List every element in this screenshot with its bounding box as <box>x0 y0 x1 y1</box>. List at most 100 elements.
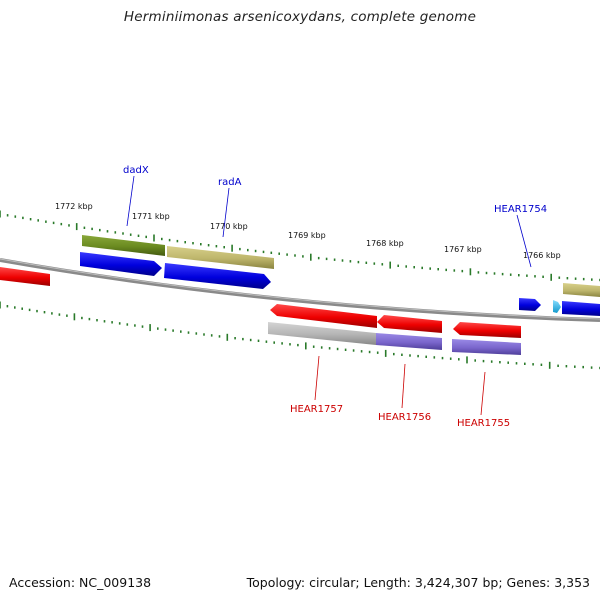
minor-tick <box>591 278 593 281</box>
minor-tick <box>349 260 352 263</box>
cds-dadX[interactable] <box>80 252 162 276</box>
minor-tick <box>45 220 47 223</box>
minor-tick <box>532 363 534 366</box>
minor-tick <box>401 353 403 356</box>
cds-HEAR1757[interactable] <box>270 304 377 328</box>
map-title: Herminiimonas arsenicoxydans, complete g… <box>123 9 477 25</box>
minor-tick <box>210 334 213 337</box>
minor-tick <box>145 235 147 239</box>
minor-tick <box>458 358 460 361</box>
minor-tick <box>325 257 328 261</box>
minor-tick <box>566 277 569 280</box>
gene-label-HEAR1755[interactable]: HEAR1755 <box>457 418 510 429</box>
minor-tick <box>381 263 384 266</box>
gene-radA-outer[interactable] <box>167 246 274 269</box>
cds-cyan-small[interactable] <box>553 300 561 313</box>
minor-tick <box>122 232 124 235</box>
minor-tick <box>184 241 186 244</box>
minor-tick <box>515 362 518 365</box>
minor-tick <box>22 216 24 220</box>
cds-radA[interactable] <box>164 263 271 289</box>
minor-tick <box>99 228 101 232</box>
minor-tick <box>297 343 299 347</box>
minor-tick <box>6 305 9 308</box>
cds-HEAR1755[interactable] <box>453 322 521 338</box>
gene-right-edge-outer[interactable] <box>563 283 600 297</box>
cds-HEAR1756[interactable] <box>377 315 442 333</box>
minor-tick <box>51 312 53 315</box>
gene-label-dadX[interactable]: dadX <box>123 165 149 176</box>
minor-tick <box>14 215 17 218</box>
minor-tick <box>195 332 198 335</box>
cds-left-red[interactable] <box>0 267 50 286</box>
minor-tick <box>294 254 296 257</box>
minor-tick <box>373 262 376 265</box>
gene-label-radA[interactable]: radA <box>218 177 242 188</box>
gene-label-HEAR1757[interactable]: HEAR1757 <box>290 404 343 415</box>
gene-label-HEAR1754[interactable]: HEAR1754 <box>494 204 547 215</box>
minor-tick <box>234 337 236 340</box>
genome-backbone <box>0 258 600 322</box>
gene-HEAR1755-inner[interactable] <box>452 339 521 355</box>
minor-tick <box>111 321 113 324</box>
minor-tick <box>187 331 190 334</box>
minor-tick <box>534 275 536 278</box>
gene-HEAR1756-inner[interactable] <box>376 333 442 350</box>
kbp-label-1769: 1769 kbp <box>288 231 326 240</box>
kbp-label-1768: 1768 kbp <box>366 239 404 248</box>
minor-tick <box>103 320 106 323</box>
major-tick <box>226 333 229 341</box>
minor-tick <box>176 239 179 243</box>
minor-tick <box>558 276 561 279</box>
kbp-label-1766: 1766 kbp <box>523 251 561 260</box>
major-tick <box>73 313 76 321</box>
minor-tick <box>239 247 241 251</box>
minor-tick <box>81 316 83 320</box>
minor-tick <box>96 319 98 322</box>
minor-tick <box>28 308 31 312</box>
minor-tick <box>265 340 268 343</box>
minor-tick <box>200 243 202 246</box>
minor-tick <box>499 361 501 364</box>
minor-tick <box>485 271 488 275</box>
gene-HEAR1757-inner[interactable] <box>268 322 376 345</box>
cds-HEAR1754[interactable] <box>519 298 541 311</box>
connector-HEAR1754 <box>516 214 532 268</box>
minor-tick <box>249 338 252 342</box>
minor-tick <box>58 313 61 316</box>
minor-tick <box>134 324 136 327</box>
minor-tick <box>137 234 140 237</box>
minor-tick <box>302 255 304 258</box>
cds-right-edge[interactable] <box>562 301 600 316</box>
minor-tick <box>320 346 323 349</box>
minor-tick <box>540 363 543 366</box>
minor-tick <box>164 328 167 331</box>
connector-HEAR1755 <box>480 371 486 416</box>
major-tick <box>153 234 155 242</box>
major-tick <box>75 223 78 231</box>
gene-dadX-outer[interactable] <box>82 235 165 256</box>
kbp-label-1771: 1771 kbp <box>132 212 170 221</box>
major-tick <box>466 356 468 364</box>
minor-tick <box>60 222 63 226</box>
minor-tick <box>474 359 476 362</box>
major-tick <box>0 301 1 309</box>
minor-tick <box>180 330 182 333</box>
minor-tick <box>574 365 576 368</box>
minor-tick <box>203 333 205 336</box>
minor-tick <box>501 272 504 276</box>
minor-tick <box>437 268 439 271</box>
kbp-labels: 1772 kbp 1771 kbp 1770 kbp 1769 kbp 1768… <box>55 202 561 260</box>
tick-row-upper <box>0 210 600 282</box>
minor-tick <box>433 356 436 359</box>
minor-tick <box>490 360 493 363</box>
minor-tick <box>14 306 16 309</box>
minor-tick <box>344 348 347 351</box>
minor-tick <box>37 219 39 222</box>
minor-tick <box>66 314 68 317</box>
minor-tick <box>461 269 464 273</box>
minor-tick <box>453 269 456 272</box>
tick-row-lower <box>0 301 600 370</box>
gene-label-HEAR1756[interactable]: HEAR1756 <box>378 412 431 423</box>
